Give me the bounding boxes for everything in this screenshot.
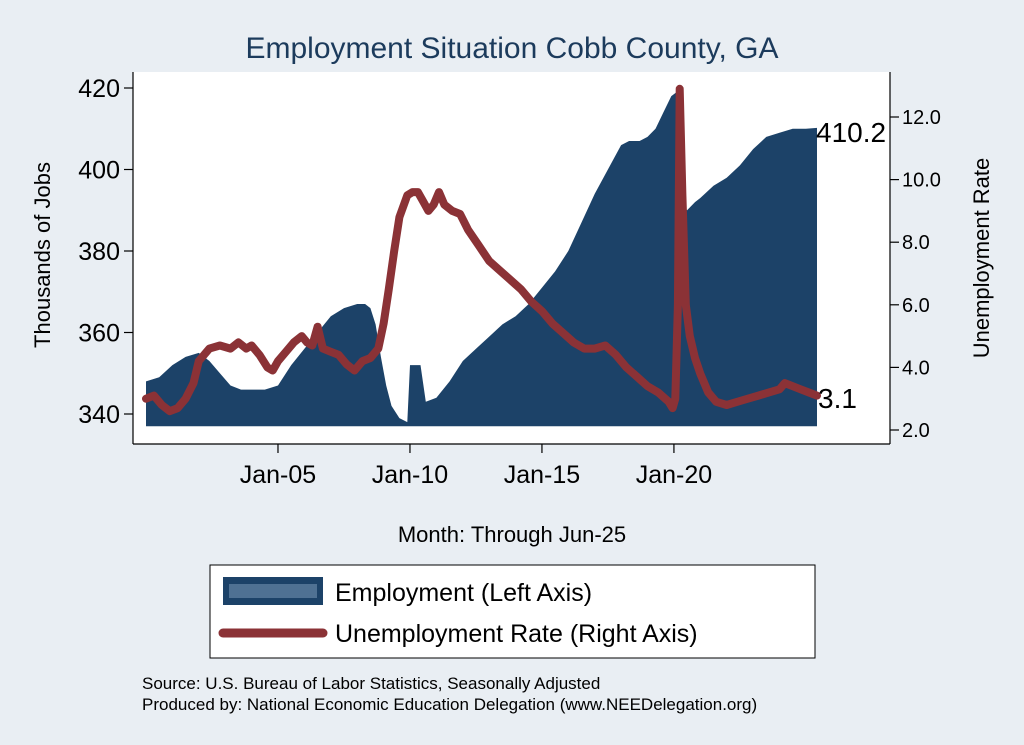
x-tick-label: Jan-05	[240, 461, 316, 489]
legend-swatch-employment-inner	[229, 584, 317, 598]
right-tick-label: 6.0	[902, 295, 930, 317]
x-tick-label: Jan-15	[504, 461, 580, 489]
left-tick-label: 380	[78, 238, 120, 266]
right-tick-label: 8.0	[902, 232, 930, 254]
x-axis-label: Month: Through Jun-25	[398, 522, 626, 547]
chart-title: Employment Situation Cobb County, GA	[245, 32, 778, 65]
x-tick-label: Jan-20	[636, 461, 712, 489]
legend-label-employment: Employment (Left Axis)	[335, 579, 592, 607]
employment-end-label: 410.2	[816, 117, 886, 148]
right-tick-label: 2.0	[902, 420, 930, 442]
x-tick-label: Jan-10	[372, 461, 448, 489]
right-tick-label: 10.0	[902, 170, 941, 192]
left-tick-label: 400	[78, 157, 120, 185]
left-axis-ticks: 340 360 380 400 420	[78, 75, 133, 429]
source-note: Source: U.S. Bureau of Labor Statistics,…	[142, 674, 600, 693]
right-tick-label: 12.0	[902, 107, 941, 129]
right-axis-ticks: 2.0 4.0 6.0 8.0 10.0 12.0	[890, 107, 941, 442]
x-axis-ticks: Jan-05 Jan-10 Jan-15 Jan-20	[240, 444, 712, 489]
unemployment-end-label: 3.1	[818, 383, 857, 414]
legend-label-unemployment: Unemployment Rate (Right Axis)	[335, 620, 698, 648]
right-tick-label: 4.0	[902, 357, 930, 379]
producer-note: Produced by: National Economic Education…	[142, 695, 757, 714]
legend: Employment (Left Axis) Unemployment Rate…	[209, 564, 816, 659]
unemployment-line	[142, 84, 821, 416]
left-tick-label: 340	[78, 401, 120, 429]
left-axis-label: Thousands of Jobs	[30, 162, 55, 348]
left-tick-label: 420	[78, 75, 120, 103]
right-axis-label: Unemployment Rate	[969, 158, 994, 359]
left-tick-label: 360	[78, 320, 120, 348]
